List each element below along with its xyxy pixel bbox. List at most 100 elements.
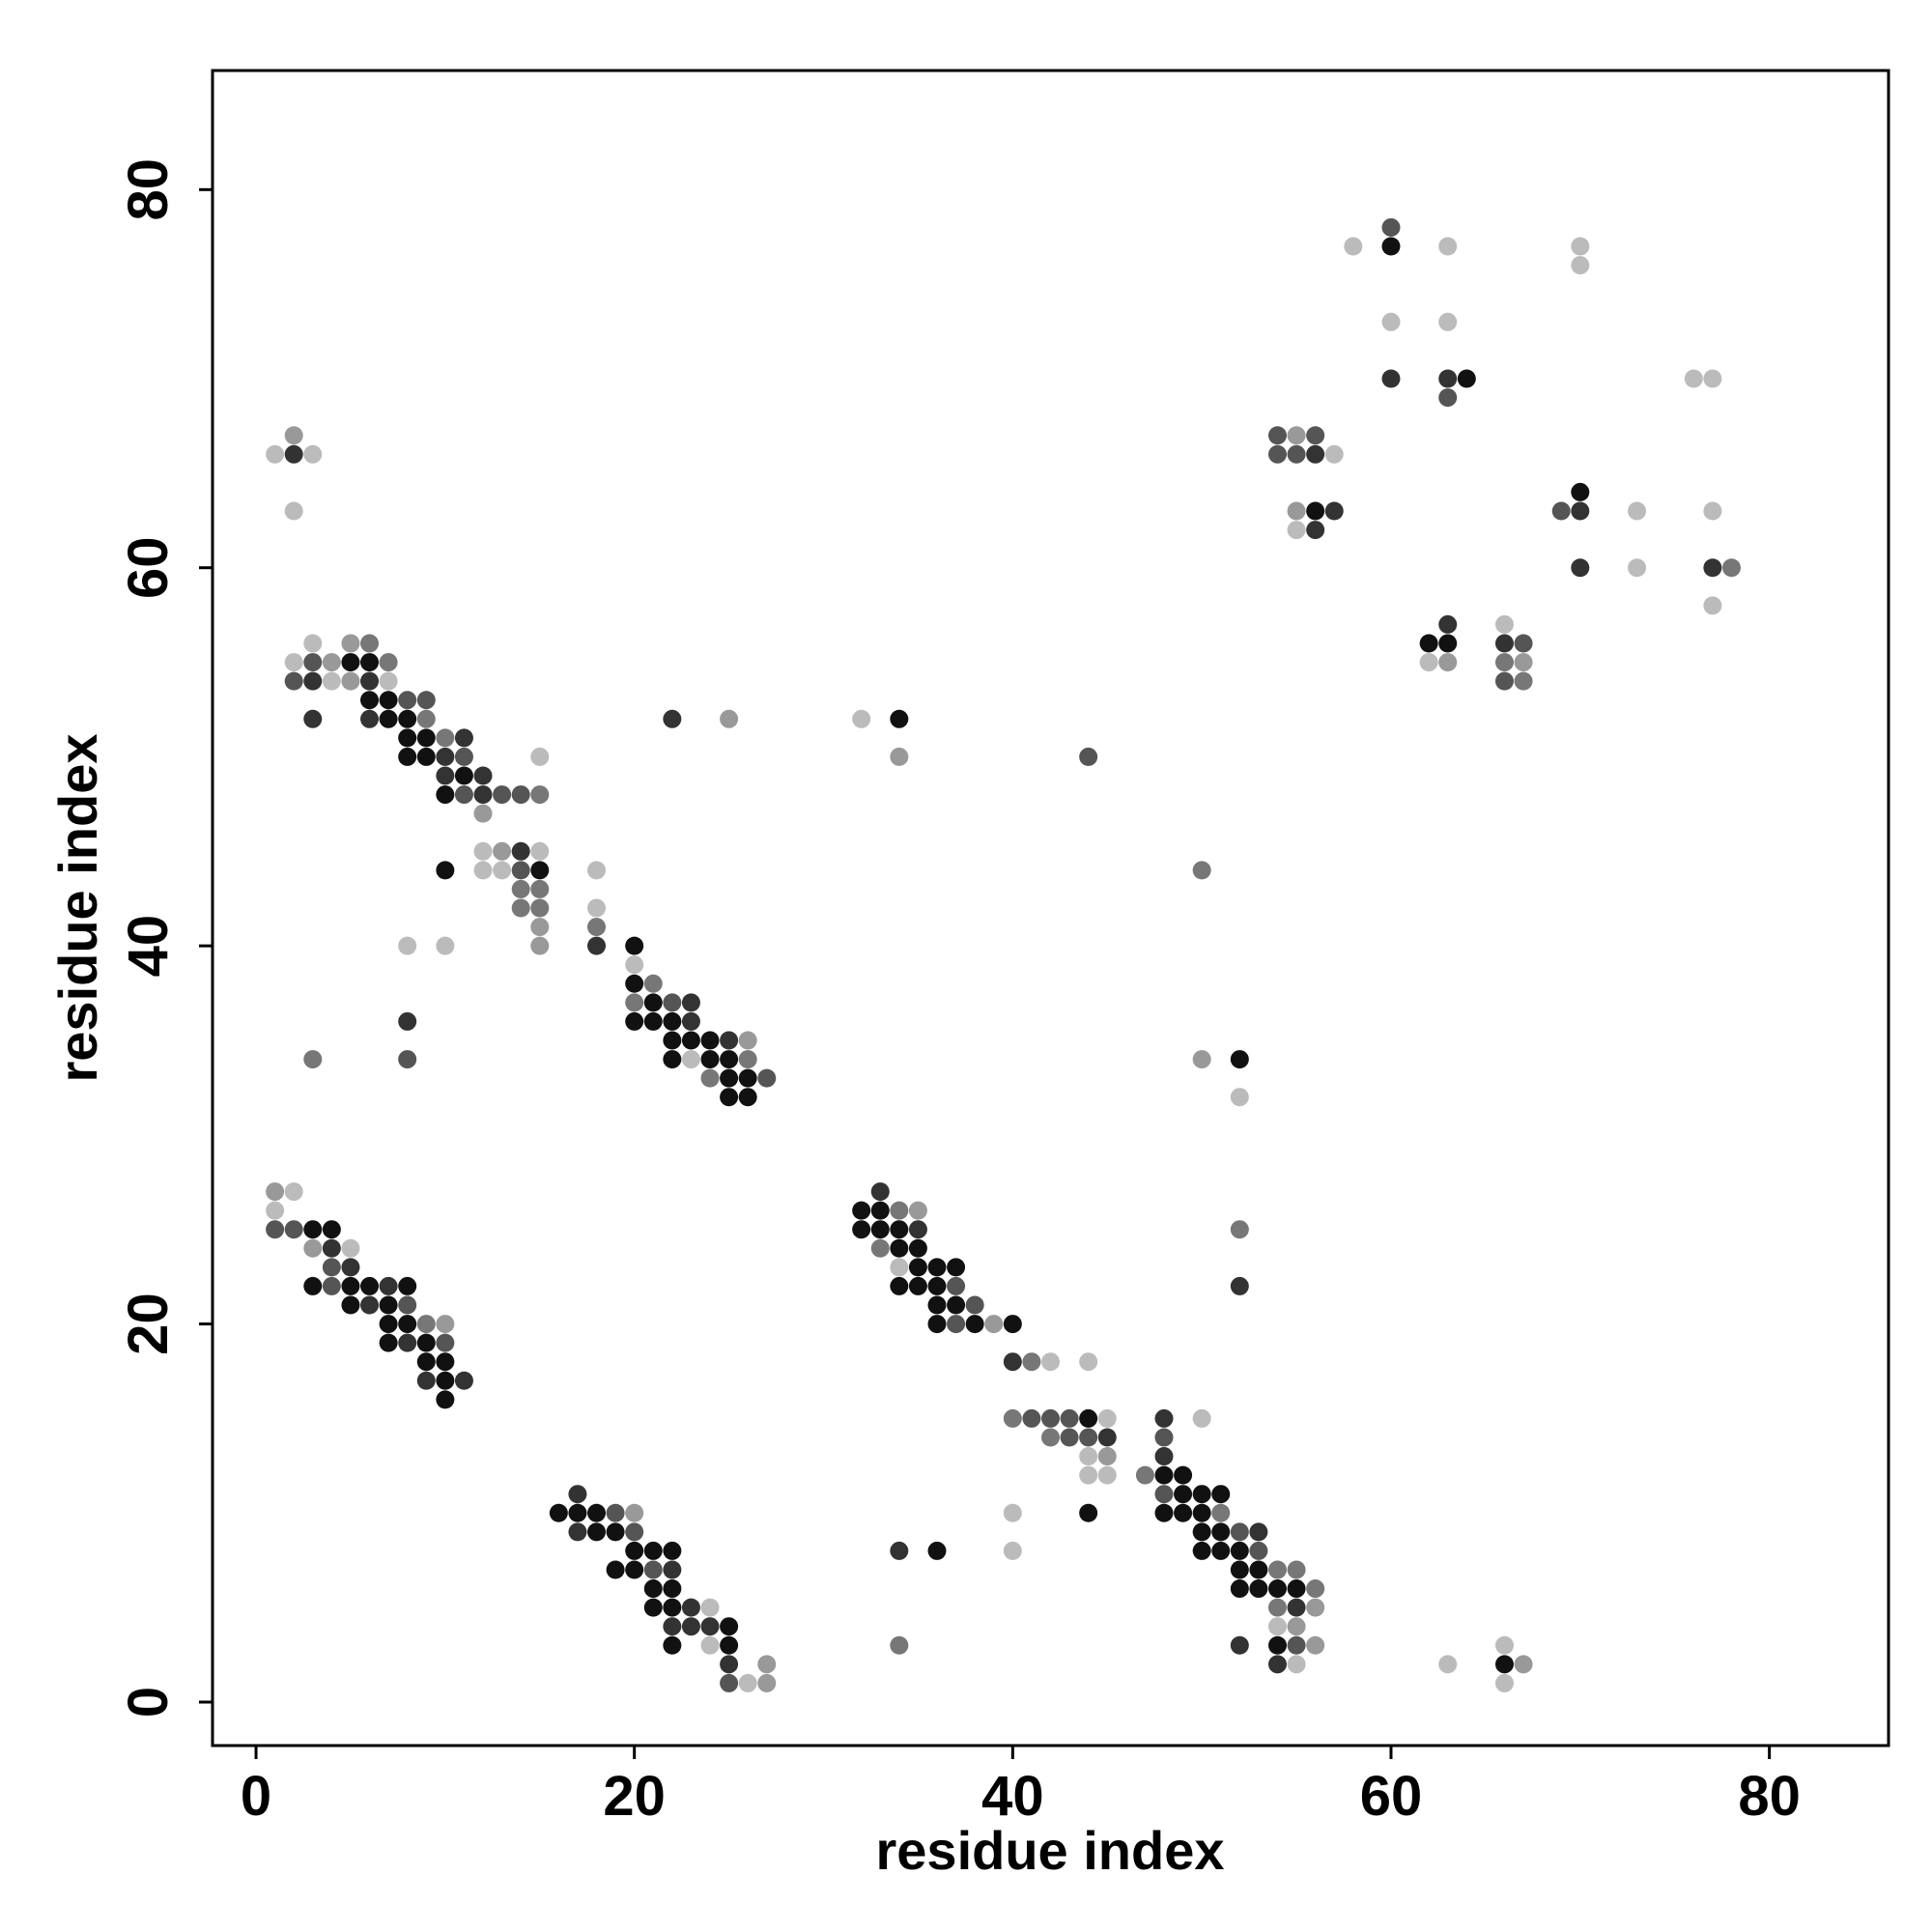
x-tick-label: 60 (1360, 1765, 1423, 1828)
contact-point (379, 1315, 398, 1334)
contact-point (1192, 1503, 1211, 1522)
contact-point (1551, 501, 1571, 521)
contact-point (416, 1315, 436, 1334)
contact-point (1249, 1522, 1268, 1542)
contact-point (473, 861, 493, 880)
contact-point (1287, 1579, 1306, 1599)
contact-point (530, 747, 550, 766)
contact-point (1211, 1541, 1231, 1560)
contact-point (436, 936, 455, 955)
contact-point (530, 918, 550, 937)
contact-point (1230, 1635, 1249, 1655)
contact-point (700, 1598, 720, 1617)
contact-point (493, 841, 512, 861)
contact-point (379, 709, 398, 728)
y-axis: 0 20 40 60 80 (117, 158, 213, 1718)
contact-point (322, 1220, 341, 1239)
contact-point (1438, 634, 1458, 653)
contact-point (1514, 653, 1533, 672)
contact-point (530, 879, 550, 898)
contact-point (454, 747, 473, 766)
contact-point (1287, 426, 1306, 445)
contact-point (454, 1371, 473, 1390)
contact-point (1154, 1485, 1174, 1504)
contact-point (416, 728, 436, 748)
contact-point (1097, 1428, 1117, 1447)
contact-point (908, 1258, 927, 1277)
contact-point (1230, 1541, 1249, 1560)
contact-point (1249, 1560, 1268, 1579)
contact-point (738, 1673, 757, 1692)
contact-point (1721, 558, 1741, 578)
contact-point (1249, 1579, 1268, 1599)
contact-point (587, 918, 607, 937)
contact-point (947, 1295, 966, 1315)
contact-point (436, 1352, 455, 1372)
contact-point (1571, 501, 1590, 521)
contact-point (1494, 614, 1514, 634)
contact-point (663, 1050, 682, 1069)
contact-point (360, 691, 380, 710)
contact-point (1306, 1579, 1325, 1599)
contact-point (1306, 521, 1325, 540)
contact-point (1381, 237, 1401, 256)
contact-point (1003, 1315, 1022, 1334)
contact-point (1230, 1050, 1249, 1069)
contact-point (663, 1031, 682, 1050)
contact-point (416, 747, 436, 766)
contact-point (1287, 501, 1306, 521)
contact-point (587, 898, 607, 918)
contact-point (530, 861, 550, 880)
contact-point (1306, 501, 1325, 521)
contact-point (303, 1220, 323, 1239)
contact-point (322, 671, 341, 691)
contact-point (1628, 501, 1647, 521)
contact-point (416, 1333, 436, 1352)
contact-point (284, 671, 303, 691)
contact-point (1419, 634, 1438, 653)
contact-point (625, 1522, 644, 1542)
contact-point (436, 861, 455, 880)
contact-point (360, 671, 380, 691)
contact-point (436, 1333, 455, 1352)
contact-point (625, 955, 644, 975)
contact-point (341, 1258, 360, 1277)
contact-point (927, 1258, 947, 1277)
contact-point (436, 1390, 455, 1409)
contact-point (1003, 1352, 1022, 1372)
contact-point (1514, 671, 1533, 691)
contact-point (322, 1258, 341, 1277)
contact-point (1267, 1617, 1287, 1636)
contact-point (1494, 634, 1514, 653)
contact-point (663, 993, 682, 1012)
contact-point (1494, 653, 1514, 672)
contact-point (890, 1238, 909, 1258)
contact-point (1306, 444, 1325, 464)
contact-point (1097, 1447, 1117, 1466)
contact-point (568, 1522, 587, 1542)
contact-point (1306, 1635, 1325, 1655)
contact-point (473, 804, 493, 823)
x-tick-label: 80 (1738, 1765, 1801, 1828)
contact-point (360, 1295, 380, 1315)
contact-point (1230, 1560, 1249, 1579)
contact-point (1381, 369, 1401, 388)
contact-point (341, 671, 360, 691)
contact-point (436, 766, 455, 785)
contact-point (681, 1598, 700, 1617)
contact-point (625, 1011, 644, 1031)
contact-point (700, 1068, 720, 1088)
contact-point (1306, 1598, 1325, 1617)
contact-point (1267, 1560, 1287, 1579)
contact-point (1211, 1485, 1231, 1504)
contact-point (1041, 1408, 1060, 1428)
y-tick-label: 60 (117, 536, 180, 599)
contact-point (1324, 501, 1344, 521)
contact-point (700, 1617, 720, 1636)
contact-point (1438, 1655, 1458, 1674)
contact-point (1571, 237, 1590, 256)
contact-point (738, 1050, 757, 1069)
contact-point (720, 1088, 739, 1107)
contact-point (757, 1655, 777, 1674)
